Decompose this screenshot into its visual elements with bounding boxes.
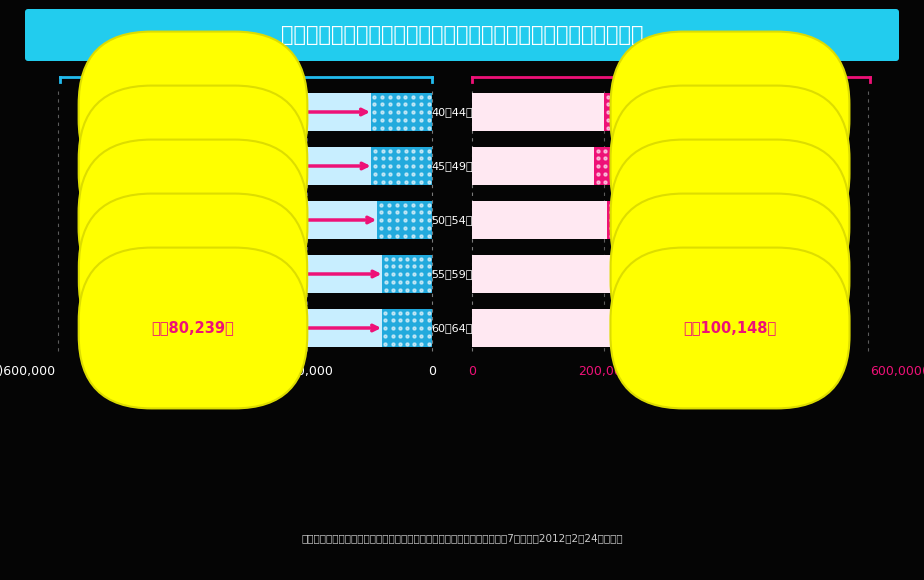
Bar: [114, 309, 382, 347]
Bar: [371, 147, 432, 185]
Text: 400,000: 400,000: [157, 365, 209, 378]
Text: 女　性: 女 性: [669, 57, 701, 75]
Text: 600,000(円): 600,000(円): [870, 365, 924, 378]
Text: 60〜64歳: 60〜64歳: [432, 323, 473, 333]
Text: 200,000: 200,000: [282, 365, 334, 378]
Bar: [131, 147, 371, 185]
Text: メタボリックシンドローム該当者と非該当者の平均医療費の差額: メタボリックシンドローム該当者と非該当者の平均医療費の差額: [281, 25, 643, 45]
Text: 差額122,171円: 差額122,171円: [684, 266, 776, 281]
Text: 0: 0: [428, 365, 436, 378]
Text: 差額180,124円: 差額180,124円: [684, 158, 776, 173]
Text: 男　性: 男 性: [224, 57, 256, 75]
Text: 45〜49歳: 45〜49歳: [432, 161, 473, 171]
Bar: [630, 309, 697, 347]
Text: 0: 0: [468, 365, 476, 378]
Bar: [472, 201, 607, 239]
Bar: [607, 201, 718, 239]
Text: 200,000: 200,000: [578, 365, 630, 378]
Bar: [472, 309, 630, 347]
Bar: [117, 255, 383, 293]
Text: 400,000: 400,000: [710, 365, 762, 378]
Text: 差額80,239円: 差額80,239円: [152, 321, 235, 335]
Text: (円)600,000: (円)600,000: [0, 365, 56, 378]
Text: 差額100,148円: 差額100,148円: [684, 321, 777, 335]
Bar: [472, 93, 604, 131]
Text: 差額167,839円: 差額167,839円: [684, 212, 776, 227]
Bar: [371, 93, 432, 131]
Bar: [125, 201, 377, 239]
Bar: [383, 255, 432, 293]
Bar: [594, 147, 713, 185]
Bar: [377, 201, 432, 239]
Text: 40〜44歳: 40〜44歳: [432, 107, 473, 117]
Bar: [472, 255, 614, 293]
Bar: [472, 147, 594, 185]
Bar: [125, 93, 371, 131]
Bar: [614, 255, 695, 293]
Text: 差額79,667円: 差額79,667円: [152, 266, 235, 281]
FancyBboxPatch shape: [25, 9, 899, 61]
Text: （出典）厚生労働省「保険者による健診・保健指導等に関する検討会（第7回）」（2012年2月24日開催）: （出典）厚生労働省「保険者による健診・保健指導等に関する検討会（第7回）」（20…: [301, 533, 623, 543]
Text: 差額98,089円: 差額98,089円: [152, 104, 235, 119]
Text: 差額88,083円: 差額88,083円: [152, 212, 235, 227]
Text: 差額97,148円: 差額97,148円: [152, 158, 235, 173]
Bar: [382, 309, 432, 347]
Text: 55〜59歳: 55〜59歳: [432, 269, 473, 279]
Text: 差額175,064円: 差額175,064円: [684, 104, 776, 119]
Text: 50〜54歳: 50〜54歳: [432, 215, 473, 225]
Bar: [604, 93, 720, 131]
